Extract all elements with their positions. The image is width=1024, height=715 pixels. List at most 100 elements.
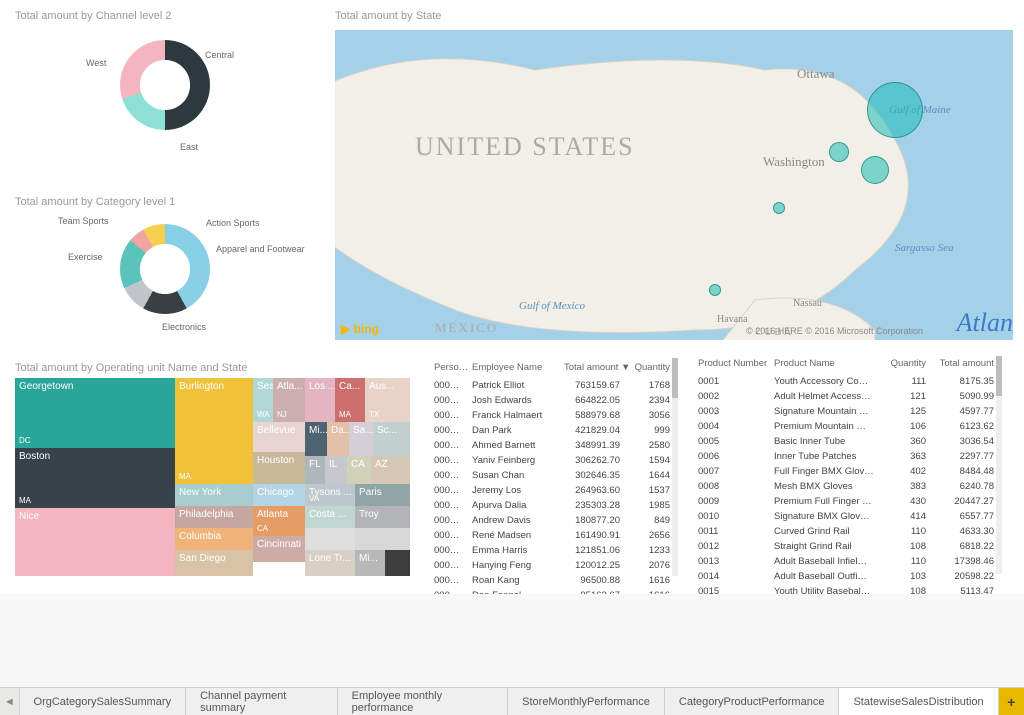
- table-row[interactable]: 0005Basic Inner Tube3603036.54: [696, 435, 1000, 448]
- map-visual[interactable]: UNITED STATES Ottawa Washington Gulf of …: [335, 30, 1013, 340]
- map-bubble[interactable]: [773, 202, 785, 214]
- treemap-cell[interactable]: Sc...: [373, 422, 410, 456]
- bing-logo: ▶ bing: [341, 322, 379, 336]
- table-row[interactable]: 0001…Josh Edwards664822.052394: [432, 394, 676, 407]
- treemap-cell[interactable]: Ca...MA: [335, 378, 365, 422]
- treemap-cell[interactable]: BurlingtonMA: [175, 378, 253, 484]
- treemap-cell[interactable]: AZ: [371, 456, 410, 484]
- map-label-nassau: Nassau: [793, 298, 822, 309]
- treemap-cell[interactable]: Columbia: [175, 528, 253, 550]
- donut2-label-elec: Electronics: [162, 322, 206, 332]
- table-row[interactable]: 0008Mesh BMX Gloves3836240.78: [696, 480, 1000, 493]
- treemap-cell[interactable]: Sa...: [349, 422, 373, 456]
- report-tab[interactable]: StatewiseSalesDistribution: [839, 688, 998, 715]
- treemap-cell[interactable]: San Diego: [175, 550, 253, 576]
- map-label-ottawa: Ottawa: [797, 66, 835, 82]
- map-atlantic-label: Atlan: [957, 308, 1013, 338]
- treemap-cell[interactable]: Bellevue: [253, 422, 305, 452]
- treemap-cell[interactable]: Lone Tr...: [305, 550, 355, 576]
- treemap-cell[interactable]: Los ...: [305, 378, 335, 422]
- table-row[interactable]: 0009Premium Full Finger …43020447.27: [696, 495, 1000, 508]
- map-bubble[interactable]: [861, 156, 889, 184]
- treemap-visual[interactable]: GeorgetownDCBostonMANiceBurlingtonMANew …: [15, 378, 410, 578]
- table-row[interactable]: 0011Curved Grind Rail1104633.30: [696, 525, 1000, 538]
- donut2-label-team: Team Sports: [58, 216, 109, 226]
- treemap-cell[interactable]: Sea...WA: [253, 378, 273, 422]
- donut-channel[interactable]: [120, 40, 210, 130]
- treemap-cell[interactable]: Philadelphia: [175, 506, 253, 528]
- treemap-cell[interactable]: Costa ...: [305, 506, 355, 528]
- report-tab[interactable]: Channel payment summary: [186, 688, 338, 715]
- treemap-cell[interactable]: FL: [305, 456, 325, 484]
- table-row[interactable]: 0012Straight Grind Rail1086818.22: [696, 540, 1000, 553]
- table-row[interactable]: 0003Signature Mountain …1254597.77: [696, 405, 1000, 418]
- treemap-cell[interactable]: Chicago: [253, 484, 305, 506]
- table-row[interactable]: 0001…Apurva Dalia235303.281985: [432, 499, 676, 512]
- map-bubble[interactable]: [867, 82, 923, 138]
- employees-scrollbar[interactable]: [672, 358, 678, 576]
- report-tab[interactable]: OrgCategorySalesSummary: [20, 688, 187, 715]
- treemap-cell[interactable]: [385, 550, 410, 576]
- table-row[interactable]: 0010Signature BMX Glov…4146557.77: [696, 510, 1000, 523]
- bottom-strip: ◄ OrgCategorySalesSummaryChannel payment…: [0, 594, 1024, 715]
- map-country-label: UNITED STATES: [415, 132, 635, 162]
- treemap-cell[interactable]: Aus...TX: [365, 378, 410, 422]
- table-row[interactable]: 0001…Patrick Elliot763159.671768: [432, 379, 676, 392]
- table-row[interactable]: 0001…Dan Park421829.04999: [432, 424, 676, 437]
- table-row[interactable]: 0001…Roan Kang96500.881616: [432, 574, 676, 587]
- table-row[interactable]: 0014Adult Baseball Outfi…10320598.22: [696, 570, 1000, 583]
- table-row[interactable]: 0006Inner Tube Patches3632297.77: [696, 450, 1000, 463]
- table-row[interactable]: 0004Premium Mountain …1066123.62: [696, 420, 1000, 433]
- table-row[interactable]: 0001…Susan Chan302646.351644: [432, 469, 676, 482]
- report-tabs: ◄ OrgCategorySalesSummaryChannel payment…: [0, 687, 1024, 715]
- treemap-cell[interactable]: Troy: [355, 506, 410, 528]
- treemap-cell[interactable]: Paris: [355, 484, 410, 506]
- donut2-label-apparel: Apparel and Footwear: [216, 244, 305, 254]
- table-row[interactable]: 0002Adult Helmet Access…1215090.99: [696, 390, 1000, 403]
- table-row[interactable]: 0001…Emma Harris121851.061233: [432, 544, 676, 557]
- tab-nav-prev[interactable]: ◄: [0, 688, 20, 715]
- treemap-cell[interactable]: CA: [347, 456, 371, 484]
- treemap-cell[interactable]: [305, 528, 355, 550]
- donut1-title: Total amount by Channel level 2: [15, 10, 172, 22]
- map-bubble[interactable]: [829, 142, 849, 162]
- treemap-cell[interactable]: Da...: [327, 422, 349, 456]
- treemap-cell[interactable]: Cincinnati: [253, 536, 305, 562]
- table-row[interactable]: 0001…Jeremy Los264963.601537: [432, 484, 676, 497]
- map-bubble[interactable]: [709, 284, 721, 296]
- donut1-label-west: West: [86, 58, 106, 68]
- table-row[interactable]: 0007Full Finger BMX Glov…4028484.48: [696, 465, 1000, 478]
- table-row[interactable]: 0001…Andrew Davis180877.20849: [432, 514, 676, 527]
- report-tab[interactable]: StoreMonthlyPerformance: [508, 688, 665, 715]
- report-tab[interactable]: CategoryProductPerformance: [665, 688, 840, 715]
- table-row[interactable]: 0001…René Madsen161490.912656: [432, 529, 676, 542]
- map-label-washington: Washington: [763, 154, 825, 170]
- treemap-cell[interactable]: Houston: [253, 452, 305, 484]
- map-attribution: © 2016 HERE © 2016 Microsoft Corporation: [746, 326, 923, 336]
- map-title: Total amount by State: [335, 10, 441, 22]
- treemap-cell[interactable]: GeorgetownDC: [15, 378, 175, 448]
- table-row[interactable]: 0001…Franck Halmaert588979.683056: [432, 409, 676, 422]
- table-row[interactable]: 0001…Yaniv Feinberg306262.701594: [432, 454, 676, 467]
- table-row[interactable]: 0000…Ahmed Barnett348991.392580: [432, 439, 676, 452]
- treemap-cell[interactable]: Mi...: [305, 422, 327, 456]
- treemap-cell[interactable]: IL: [325, 456, 347, 484]
- donut2-label-exercise: Exercise: [68, 252, 103, 262]
- table-row[interactable]: 0013Adult Baseball Infiel…11017398.46: [696, 555, 1000, 568]
- treemap-cell[interactable]: Nice: [15, 508, 175, 576]
- table-row[interactable]: 0001…Hanying Feng120012.252076: [432, 559, 676, 572]
- report-canvas: Total amount by Channel level 2 Central …: [0, 0, 1024, 594]
- table-row[interactable]: 0001Youth Accessory Co…1118175.35: [696, 375, 1000, 388]
- treemap-cell[interactable]: AtlantaCA: [253, 506, 305, 536]
- add-tab-button[interactable]: +: [999, 688, 1024, 715]
- products-scrollbar[interactable]: [996, 356, 1002, 574]
- map-label-gulfmex: Gulf of Mexico: [519, 300, 585, 312]
- treemap-cell[interactable]: Mi...: [355, 550, 385, 576]
- donut-category[interactable]: [120, 224, 210, 314]
- treemap-cell[interactable]: Tysons ...VA: [305, 484, 355, 506]
- treemap-cell[interactable]: New York: [175, 484, 253, 506]
- treemap-cell[interactable]: Atla...NJ: [273, 378, 305, 422]
- treemap-cell[interactable]: [355, 528, 410, 550]
- treemap-cell[interactable]: BostonMA: [15, 448, 175, 508]
- report-tab[interactable]: Employee monthly performance: [338, 688, 509, 715]
